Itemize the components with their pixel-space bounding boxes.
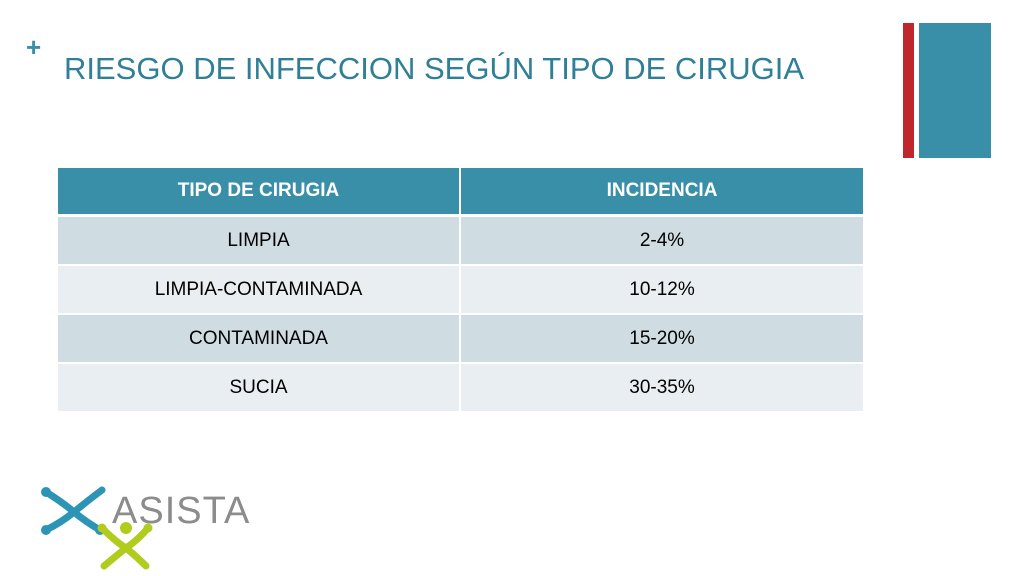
table-row: LIMPIA 2-4% xyxy=(56,214,865,266)
table-row: LIMPIA-CONTAMINADA 10-12% xyxy=(56,264,865,315)
incidence-cell: 10-12% xyxy=(459,264,865,315)
incidence-cell: 30-35% xyxy=(459,362,865,413)
asista-logo: ASISTA xyxy=(41,486,250,570)
table-row: CONTAMINADA 15-20% xyxy=(56,313,865,364)
surgery-type-cell: SUCIA xyxy=(56,362,461,413)
table-header-row: TIPO DE CIRUGIA INCIDENCIA xyxy=(56,166,865,217)
incidence-cell: 15-20% xyxy=(459,313,865,364)
logo-text: ASISTA xyxy=(112,490,250,532)
incidence-cell: 2-4% xyxy=(459,214,865,266)
slide-title: RIESGO DE INFECCION SEGÚN TIPO DE CIRUGI… xyxy=(64,51,805,86)
decorative-red-bar xyxy=(903,23,914,158)
asista-figure-icon xyxy=(41,486,153,570)
surgery-type-cell: CONTAMINADA xyxy=(56,313,461,364)
header-incidencia: INCIDENCIA xyxy=(459,166,865,217)
surgery-type-cell: LIMPIA xyxy=(56,214,461,266)
table-row: SUCIA 30-35% xyxy=(56,362,865,413)
surgery-type-cell: LIMPIA-CONTAMINADA xyxy=(56,264,461,315)
header-tipo-de-cirugia: TIPO DE CIRUGIA xyxy=(56,166,461,217)
plus-icon: + xyxy=(26,32,42,62)
infection-risk-table: TIPO DE CIRUGIA INCIDENCIA LIMPIA 2-4% L… xyxy=(56,166,865,413)
decorative-blue-block xyxy=(919,23,991,158)
